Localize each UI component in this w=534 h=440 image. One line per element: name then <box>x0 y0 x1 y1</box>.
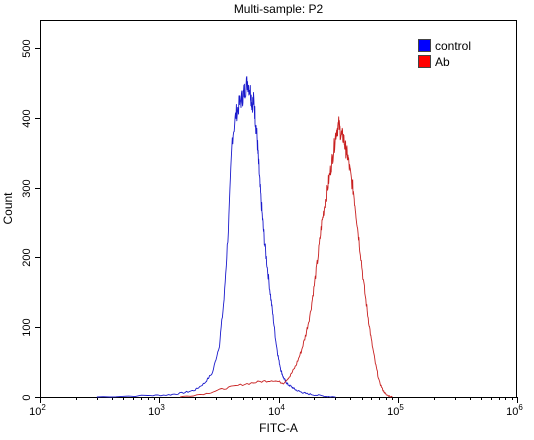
x-axis-ticks: 102 103 104 105 106 <box>29 397 523 418</box>
x-tick-base: 10 <box>506 406 518 418</box>
x-tick-exponent: 2 <box>41 403 46 412</box>
legend-label-ab: Ab <box>435 55 450 69</box>
x-tick-base: 10 <box>387 406 399 418</box>
series-line-control <box>96 76 336 398</box>
y-tick-label: 200 <box>21 248 33 266</box>
x-tick-exponent: 6 <box>518 403 523 412</box>
y-tick-label: 0 <box>21 394 33 400</box>
x-tick-exponent: 5 <box>399 403 404 412</box>
y-axis-label: Count <box>1 192 15 225</box>
y-tick-label: 100 <box>21 318 33 336</box>
series-line-ab <box>180 116 393 398</box>
y-tick-label: 300 <box>21 179 33 197</box>
plot-frame <box>40 20 517 398</box>
x-tick-exponent: 4 <box>280 403 285 412</box>
x-tick-exponent: 3 <box>160 403 165 412</box>
chart-title: Multi-sample: P2 <box>234 2 324 16</box>
series-layer <box>96 76 393 398</box>
y-tick-label: 400 <box>21 109 33 127</box>
x-tick-label: 104 <box>268 403 285 418</box>
x-tick-base: 10 <box>148 406 160 418</box>
x-tick-label: 103 <box>148 403 165 418</box>
x-tick-base: 10 <box>268 406 280 418</box>
x-tick-label: 105 <box>387 403 404 418</box>
legend-swatch-control <box>418 39 431 52</box>
x-tick-label: 106 <box>506 403 523 418</box>
legend-swatch-ab <box>418 55 431 68</box>
x-tick-base: 10 <box>29 406 41 418</box>
chart-legend: control Ab <box>418 39 471 69</box>
legend-label-control: control <box>435 39 471 53</box>
x-axis-label: FITC-A <box>259 421 298 435</box>
y-axis-ticks: 0 100 200 300 400 500 <box>21 39 40 401</box>
y-tick-label: 500 <box>21 39 33 57</box>
x-tick-label: 102 <box>29 403 46 418</box>
